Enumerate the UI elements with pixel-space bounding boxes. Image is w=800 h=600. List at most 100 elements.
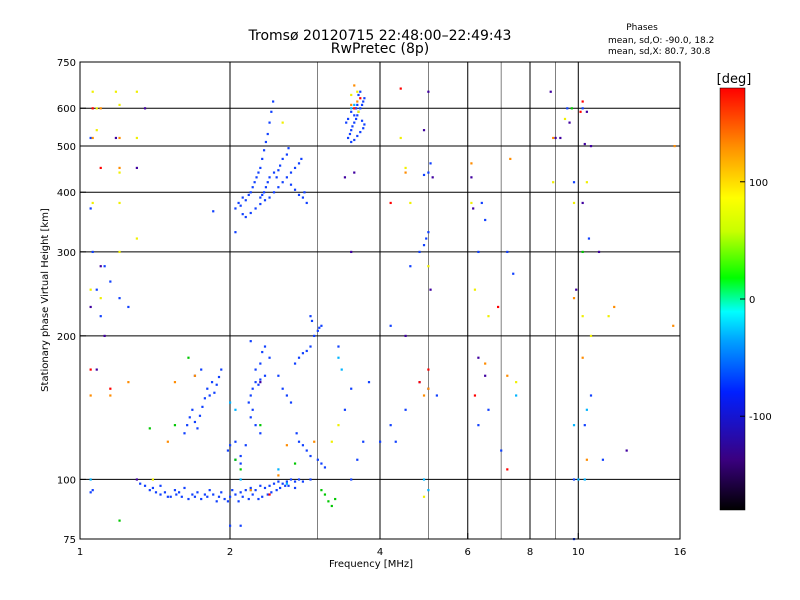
colorbar-ticks: 100 0 -100: [740, 178, 772, 423]
data-point: [357, 93, 360, 97]
data-point: [297, 162, 301, 165]
data-point: [215, 383, 218, 386]
data-point: [418, 381, 421, 384]
data-point: [253, 181, 256, 184]
data-point: [254, 489, 257, 492]
data-point: [177, 491, 181, 494]
data-point: [259, 378, 262, 381]
data-point: [293, 480, 297, 483]
data-point: [585, 408, 588, 411]
data-point: [159, 493, 162, 496]
data-point: [287, 147, 290, 150]
y-tick-label: 750: [57, 58, 76, 69]
data-point: [418, 250, 421, 254]
data-point: [99, 297, 102, 300]
x-axis-label: Frequency [MHz]: [329, 559, 413, 570]
data-point: [309, 345, 312, 348]
data-point: [217, 495, 221, 498]
data-point: [229, 401, 232, 404]
data-point: [350, 478, 353, 481]
data-point: [261, 193, 264, 197]
data-point: [343, 408, 347, 411]
data-point: [293, 166, 297, 170]
data-point: [305, 449, 308, 452]
data-point: [95, 368, 98, 371]
data-point: [268, 121, 271, 124]
data-point: [249, 489, 252, 492]
data-point: [287, 484, 290, 487]
data-point: [135, 478, 138, 481]
data-point: [249, 191, 252, 194]
x-tick-label: 6: [465, 547, 471, 558]
data-point: [570, 107, 573, 110]
data-point: [346, 117, 350, 121]
data-point: [281, 387, 284, 390]
data-point: [249, 394, 252, 397]
data-point: [263, 374, 267, 377]
data-point: [91, 250, 94, 254]
data-point: [425, 237, 428, 240]
data-point: [251, 186, 254, 189]
chart-title: Tromsø 20120715 22:48:00–22:49:43: [248, 28, 512, 44]
data-point: [427, 265, 430, 268]
data-point: [118, 250, 121, 254]
data-point: [91, 201, 94, 205]
data-point: [427, 387, 430, 390]
data-point: [356, 103, 359, 107]
data-point: [239, 491, 242, 494]
data-point: [99, 265, 102, 268]
data-point: [427, 368, 430, 371]
data-point: [139, 482, 142, 485]
data-point: [330, 440, 333, 443]
data-point: [266, 493, 269, 496]
x-tick-label: 16: [674, 547, 687, 558]
data-point: [272, 482, 276, 485]
data-point: [484, 362, 487, 365]
data-point: [509, 157, 512, 161]
data-point: [210, 381, 214, 384]
data-point: [268, 493, 271, 496]
data-point: [272, 100, 275, 103]
data-point: [237, 201, 240, 205]
data-point: [572, 424, 576, 427]
data-point: [244, 199, 247, 202]
data-point: [173, 424, 177, 427]
data-point: [404, 408, 407, 411]
data-point: [480, 201, 483, 205]
data-points: [89, 84, 676, 541]
data-point: [191, 408, 194, 411]
data-point: [353, 114, 356, 117]
data-point: [477, 424, 480, 427]
data-point: [363, 123, 366, 126]
data-point: [220, 491, 223, 494]
data-point: [118, 297, 121, 300]
data-point: [208, 489, 211, 492]
data-point: [289, 478, 293, 481]
data-point: [281, 157, 284, 161]
data-point: [427, 90, 430, 93]
data-point: [487, 315, 490, 318]
data-point: [323, 493, 327, 496]
data-point: [244, 215, 247, 219]
data-point: [563, 117, 567, 121]
data-point: [350, 110, 353, 113]
data-point: [431, 176, 434, 179]
data-point: [285, 394, 288, 397]
data-point: [568, 121, 571, 124]
data-point: [118, 136, 121, 140]
y-tick-label: 600: [57, 104, 76, 115]
data-point: [277, 169, 280, 172]
data-point: [581, 250, 584, 254]
data-point: [244, 489, 247, 492]
legend-line-o: mean, sd,O: -90.0, 18.2: [608, 36, 714, 46]
data-point: [673, 144, 676, 148]
y-tick-label: 300: [57, 248, 76, 259]
data-point: [559, 136, 562, 140]
data-point: [506, 374, 509, 377]
x-tick-label: 8: [527, 547, 533, 558]
data-point: [552, 181, 555, 184]
data-point: [625, 449, 628, 452]
data-point: [215, 500, 218, 503]
data-point: [143, 107, 147, 110]
data-point: [356, 458, 359, 461]
